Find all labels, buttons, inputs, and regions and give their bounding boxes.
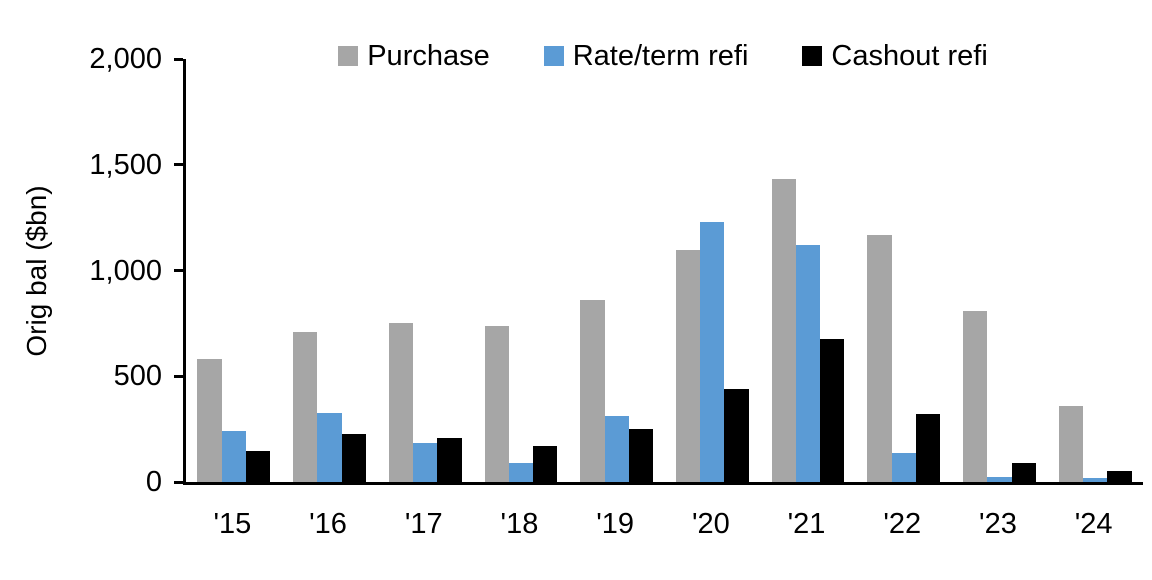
- legend-swatch-icon: [543, 46, 564, 66]
- bar-rate-term-refi-21: [795, 245, 821, 482]
- bar-rate-term-refi-20: [700, 221, 725, 482]
- bar-purchase-20: [675, 250, 701, 482]
- legend-label: Cashout refi: [831, 40, 988, 72]
- y-axis-tick-mark: [174, 163, 183, 167]
- y-tick-label: 1,500: [89, 148, 162, 181]
- bar-purchase-23: [963, 310, 988, 482]
- bar-rate-term-refi-15: [221, 431, 246, 482]
- x-tick-label: '23: [979, 508, 1017, 540]
- bar-purchase-24: [1058, 405, 1084, 482]
- bar-cashout-refi-22: [915, 414, 941, 482]
- bar-cashout-refi-15: [245, 451, 271, 482]
- x-tick-label: '19: [596, 508, 635, 540]
- bar-rate-term-refi-18: [508, 462, 534, 482]
- x-tick-label: '17: [404, 508, 443, 540]
- x-tick-label: '20: [691, 508, 730, 540]
- x-tick-label: '18: [500, 508, 539, 540]
- legend-label: Purchase: [367, 40, 490, 72]
- y-axis-tick-mark: [174, 57, 183, 61]
- bar-cashout-refi-17: [437, 437, 462, 482]
- y-axis-tick-mark: [174, 374, 183, 378]
- legend-item-purchase: Purchase: [338, 36, 490, 76]
- x-tick-label: '16: [309, 508, 347, 540]
- bar-purchase-16: [293, 331, 318, 482]
- chart-legend: Purchase Rate/term refi Cashout refi: [183, 36, 1143, 76]
- bar-cashout-refi-18: [533, 446, 558, 482]
- x-tick-label: '22: [883, 508, 922, 540]
- bar-purchase-19: [580, 300, 605, 482]
- bar-rate-term-refi-17: [413, 442, 438, 482]
- legend-swatch-icon: [338, 46, 359, 66]
- legend-label: Rate/term refi: [572, 40, 749, 72]
- bar-rate-term-refi-23: [987, 476, 1012, 482]
- bar-cashout-refi-21: [820, 339, 845, 482]
- x-tick-label: '15: [213, 508, 252, 540]
- bar-purchase-21: [771, 178, 796, 482]
- bar-cashout-refi-16: [341, 434, 366, 482]
- bar-rate-term-refi-19: [604, 416, 629, 482]
- bar-rate-term-refi-24: [1083, 477, 1108, 482]
- y-tick-label: 0: [145, 466, 162, 498]
- x-tick-label: '24: [1074, 508, 1113, 540]
- bar-purchase-22: [867, 234, 892, 482]
- x-tick-label: '21: [787, 508, 826, 540]
- bar-cashout-refi-24: [1107, 471, 1132, 482]
- y-tick-label: 2,000: [89, 43, 162, 75]
- bar-cashout-refi-20: [724, 388, 749, 482]
- bar-purchase-15: [197, 359, 222, 482]
- bar-purchase-18: [484, 325, 509, 482]
- bar-purchase-17: [388, 323, 414, 482]
- legend-swatch-icon: [802, 46, 823, 66]
- legend-item-rate-term-refi: Rate/term refi: [543, 36, 749, 76]
- y-tick-label: 500: [113, 360, 162, 393]
- y-axis-tick-mark: [174, 480, 183, 484]
- legend-item-cashout-refi: Cashout refi: [802, 36, 988, 76]
- bar-rate-term-refi-22: [891, 453, 916, 482]
- bar-rate-term-refi-16: [317, 413, 342, 482]
- bar-cashout-refi-19: [628, 429, 653, 482]
- y-axis-tick-mark: [174, 269, 183, 272]
- plot-area: [183, 59, 1143, 485]
- y-tick-label: 1,000: [89, 254, 162, 287]
- bar-cashout-refi-23: [1011, 462, 1036, 482]
